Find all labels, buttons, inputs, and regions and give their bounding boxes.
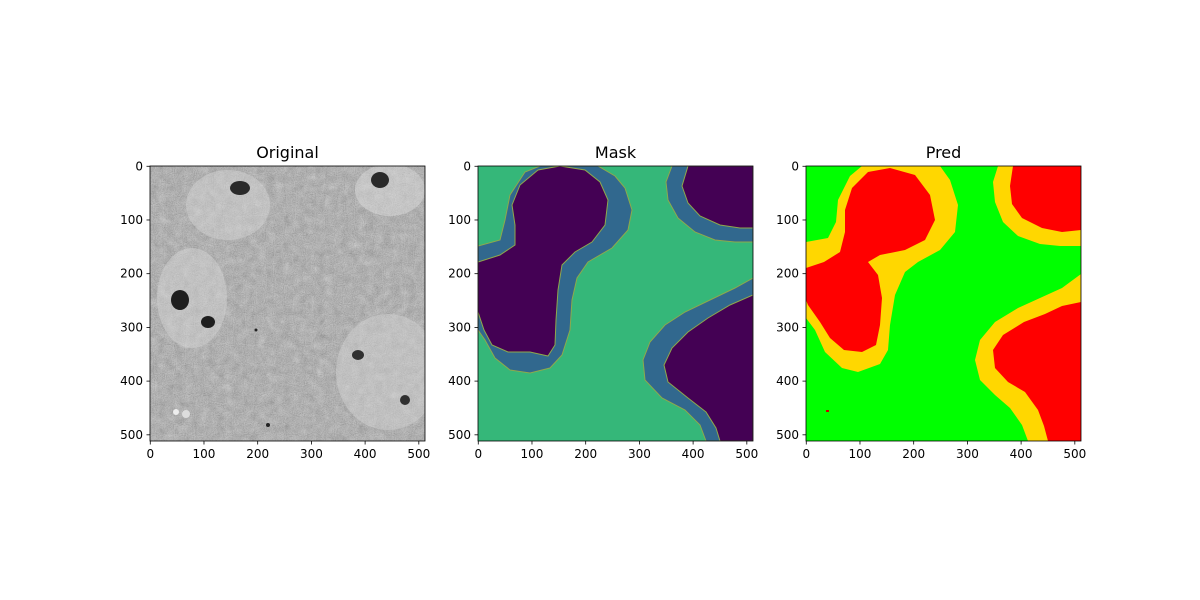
pred-core-regions <box>806 166 1081 441</box>
pred-image <box>806 166 1081 441</box>
axes-frame <box>805 165 1082 442</box>
x-tick-label: 0 <box>802 447 810 461</box>
y-tick-label: 300 <box>776 320 799 334</box>
panel-mask: Mask 0 100 200 300 400 500 0 100 200 300 400 500 <box>448 143 758 461</box>
y-tick-label: 300 <box>448 320 471 334</box>
y-tick-label: 400 <box>120 374 143 388</box>
y-axis: 0 100 200 300 400 500 <box>448 159 478 442</box>
x-axis: 0 100 200 300 400 500 <box>474 441 758 461</box>
x-tick-label: 200 <box>902 447 925 461</box>
y-tick-label: 200 <box>776 267 799 281</box>
x-tick-label: 400 <box>682 447 705 461</box>
x-tick-label: 300 <box>956 447 979 461</box>
y-tick-label: 100 <box>120 213 143 227</box>
axes-frame <box>149 165 426 442</box>
x-tick-label: 100 <box>849 447 872 461</box>
y-axis: 0 100 200 300 400 500 <box>776 159 806 442</box>
y-tick-label: 200 <box>448 267 471 281</box>
y-tick-label: 100 <box>448 213 471 227</box>
x-tick-label: 500 <box>1063 447 1086 461</box>
x-tick-label: 400 <box>1010 447 1033 461</box>
panel-original: Original <box>120 143 430 461</box>
y-tick-label: 500 <box>448 428 471 442</box>
y-tick-label: 200 <box>120 267 143 281</box>
x-tick-label: 500 <box>407 447 430 461</box>
y-tick-label: 0 <box>463 159 471 173</box>
x-tick-label: 400 <box>354 447 377 461</box>
y-axis: 0 100 200 300 400 500 <box>120 159 150 442</box>
mask-image <box>478 166 753 441</box>
x-tick-label: 100 <box>193 447 216 461</box>
panel-pred: Pred 0 100 200 300 400 500 0 100 200 300 400 500 <box>776 143 1086 461</box>
x-tick-label: 0 <box>146 447 154 461</box>
panel-title: Pred <box>926 143 962 162</box>
y-tick-label: 100 <box>776 213 799 227</box>
x-tick-label: 200 <box>246 447 269 461</box>
y-tick-label: 400 <box>776 374 799 388</box>
original-image <box>150 166 425 441</box>
y-tick-label: 500 <box>776 428 799 442</box>
y-tick-label: 500 <box>120 428 143 442</box>
y-tick-label: 300 <box>120 320 143 334</box>
x-tick-label: 300 <box>300 447 323 461</box>
x-tick-label: 0 <box>474 447 482 461</box>
x-tick-label: 500 <box>735 447 758 461</box>
x-tick-label: 200 <box>574 447 597 461</box>
y-tick-label: 0 <box>791 159 799 173</box>
axes-frame <box>477 165 754 442</box>
panel-title: Original <box>256 143 319 162</box>
x-axis: 0 100 200 300 400 500 <box>802 441 1086 461</box>
x-tick-label: 100 <box>521 447 544 461</box>
x-tick-label: 300 <box>628 447 651 461</box>
mask-core-regions <box>478 166 753 441</box>
panel-title: Mask <box>595 143 637 162</box>
x-axis: 0 100 200 300 400 500 <box>146 441 430 461</box>
y-tick-label: 0 <box>135 159 143 173</box>
y-tick-label: 400 <box>448 374 471 388</box>
